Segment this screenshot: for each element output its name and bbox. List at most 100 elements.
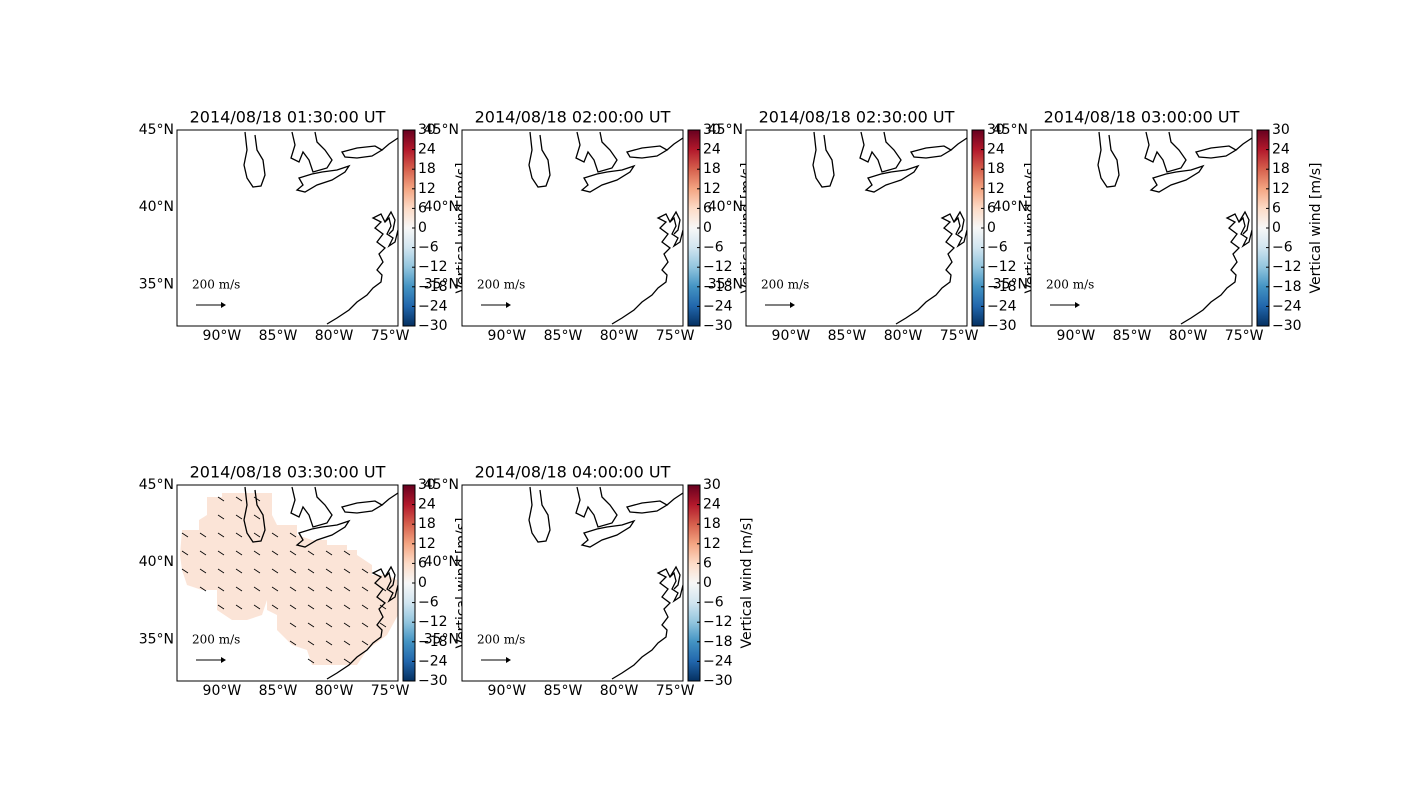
map-background bbox=[177, 130, 398, 326]
map-frame bbox=[745, 129, 968, 327]
wind-vector bbox=[289, 622, 297, 628]
map-background bbox=[462, 130, 683, 326]
map-frame bbox=[461, 129, 684, 327]
y-tick-label: 40°N bbox=[139, 554, 174, 570]
colorbar-tick-label: −30 bbox=[418, 318, 448, 334]
y-tick-label: 40°N bbox=[708, 199, 743, 215]
panel-title: 2014/08/18 01:30:00 UT bbox=[190, 108, 386, 127]
wind-vector bbox=[235, 532, 243, 538]
wind-vector bbox=[325, 622, 333, 628]
x-tick-label: 90°W bbox=[1057, 328, 1096, 344]
wind-vector bbox=[379, 622, 387, 628]
quiver-key-arrowhead bbox=[790, 302, 795, 308]
wind-vector bbox=[307, 640, 315, 646]
wind-vector bbox=[361, 640, 369, 646]
colorbar-tick-label: 12 bbox=[418, 536, 436, 552]
x-tick-label: 75°W bbox=[371, 683, 410, 699]
colorbar-tick-label: 6 bbox=[987, 200, 996, 216]
colorbar-tick-label: 30 bbox=[703, 122, 721, 138]
colorbar-label: Vertical wind [m/s] bbox=[739, 518, 755, 649]
colorbar-tick-label: 30 bbox=[987, 122, 1005, 138]
quiver-key-label: 200 m/s bbox=[761, 278, 809, 292]
colorbar-tick-label: −24 bbox=[1272, 298, 1302, 314]
y-tick-label: 45°N bbox=[708, 122, 743, 138]
wind-vector bbox=[253, 514, 261, 520]
colorbar-tick-label: 18 bbox=[703, 516, 721, 532]
x-tick-label: 90°W bbox=[203, 683, 242, 699]
map-panel: 2014/08/18 02:30:00 UT 90°W 85°W 80°W 75°W 35… bbox=[708, 108, 1039, 345]
wind-vector bbox=[217, 586, 225, 592]
wind-vector bbox=[199, 568, 207, 574]
wind-vector bbox=[343, 550, 351, 556]
y-tick-label: 40°N bbox=[993, 199, 1028, 215]
colorbar-tick-label: −12 bbox=[703, 614, 733, 630]
wind-vector bbox=[307, 604, 315, 610]
wind-vector bbox=[289, 604, 297, 610]
colorbar-tick-label: −18 bbox=[418, 634, 448, 650]
colorbar-tick-label: −18 bbox=[703, 634, 733, 650]
wind-vector bbox=[253, 496, 261, 502]
wind-vector bbox=[271, 568, 279, 574]
wind-vector bbox=[307, 568, 315, 574]
wind-vector bbox=[343, 658, 351, 664]
y-tick-label: 45°N bbox=[139, 477, 174, 493]
y-tick-label: 40°N bbox=[424, 554, 459, 570]
wind-vector bbox=[343, 622, 351, 628]
colorbar-tick-label: −24 bbox=[987, 298, 1017, 314]
colorbar-tick-label: 0 bbox=[1272, 220, 1281, 236]
wind-vector bbox=[289, 586, 297, 592]
wind-vector bbox=[235, 514, 243, 520]
y-tick-label: 45°N bbox=[424, 477, 459, 493]
x-tick-label: 90°W bbox=[488, 328, 527, 344]
colorbar-tick-label: 12 bbox=[703, 536, 721, 552]
y-tick-label: 35°N bbox=[424, 631, 459, 647]
colorbar-tick-label: −6 bbox=[703, 240, 724, 256]
y-tick-label: 35°N bbox=[139, 276, 174, 292]
map-panel: 2014/08/18 03:30:00 UT 90°W 85°W 80°W 75°W 35… bbox=[139, 463, 470, 700]
colorbar-tick-label: 18 bbox=[418, 161, 436, 177]
x-tick-label: 75°W bbox=[1225, 328, 1264, 344]
y-tick-label: 40°N bbox=[139, 199, 174, 215]
colorbar-tick-label: 0 bbox=[703, 575, 712, 591]
quiver-key-label: 200 m/s bbox=[192, 278, 240, 292]
colorbar-tick-label: 6 bbox=[418, 200, 427, 216]
y-tick-label: 40°N bbox=[424, 199, 459, 215]
map-frame bbox=[461, 484, 684, 682]
map-background bbox=[746, 130, 967, 326]
colorbar-tick-label: 24 bbox=[418, 142, 436, 158]
quiver-key-arrowhead bbox=[506, 657, 511, 663]
wind-vector bbox=[379, 604, 387, 610]
quiver-key-arrowhead bbox=[1075, 302, 1080, 308]
colorbar-tick-label: −6 bbox=[1272, 240, 1293, 256]
colorbar-tick-label: −6 bbox=[987, 240, 1008, 256]
wind-vector bbox=[253, 604, 261, 610]
panel-title: 2014/08/18 03:30:00 UT bbox=[190, 463, 386, 482]
wind-vector bbox=[235, 568, 243, 574]
wind-vector bbox=[271, 532, 279, 538]
colorbar-tick-label: 6 bbox=[418, 555, 427, 571]
colorbar-tick-label: −24 bbox=[418, 298, 448, 314]
wind-vector bbox=[325, 586, 333, 592]
colorbar-tick-label: −24 bbox=[703, 653, 733, 669]
colorbar-tick-label: −24 bbox=[703, 298, 733, 314]
x-tick-label: 85°W bbox=[259, 683, 298, 699]
colorbar-tick-label: 30 bbox=[418, 477, 436, 493]
wind-vector bbox=[253, 532, 261, 538]
colorbar-tick-label: −30 bbox=[418, 673, 448, 689]
wind-vector bbox=[217, 532, 225, 538]
colorbar-tick-label: 24 bbox=[418, 497, 436, 513]
x-tick-label: 80°W bbox=[1169, 328, 1208, 344]
colorbar-tick-label: 0 bbox=[418, 575, 427, 591]
wind-vector bbox=[181, 550, 189, 556]
colorbar-tick-label: 18 bbox=[703, 161, 721, 177]
y-tick-label: 35°N bbox=[424, 276, 459, 292]
wind-vector bbox=[361, 586, 369, 592]
map-frame bbox=[176, 484, 399, 682]
colorbar-tick-label: 30 bbox=[1272, 122, 1290, 138]
colorbar-tick-label: −30 bbox=[1272, 318, 1302, 334]
wind-vector bbox=[325, 658, 333, 664]
map-frame bbox=[176, 129, 399, 327]
colorbar-tick-label: 12 bbox=[703, 181, 721, 197]
wind-vector bbox=[217, 514, 225, 520]
